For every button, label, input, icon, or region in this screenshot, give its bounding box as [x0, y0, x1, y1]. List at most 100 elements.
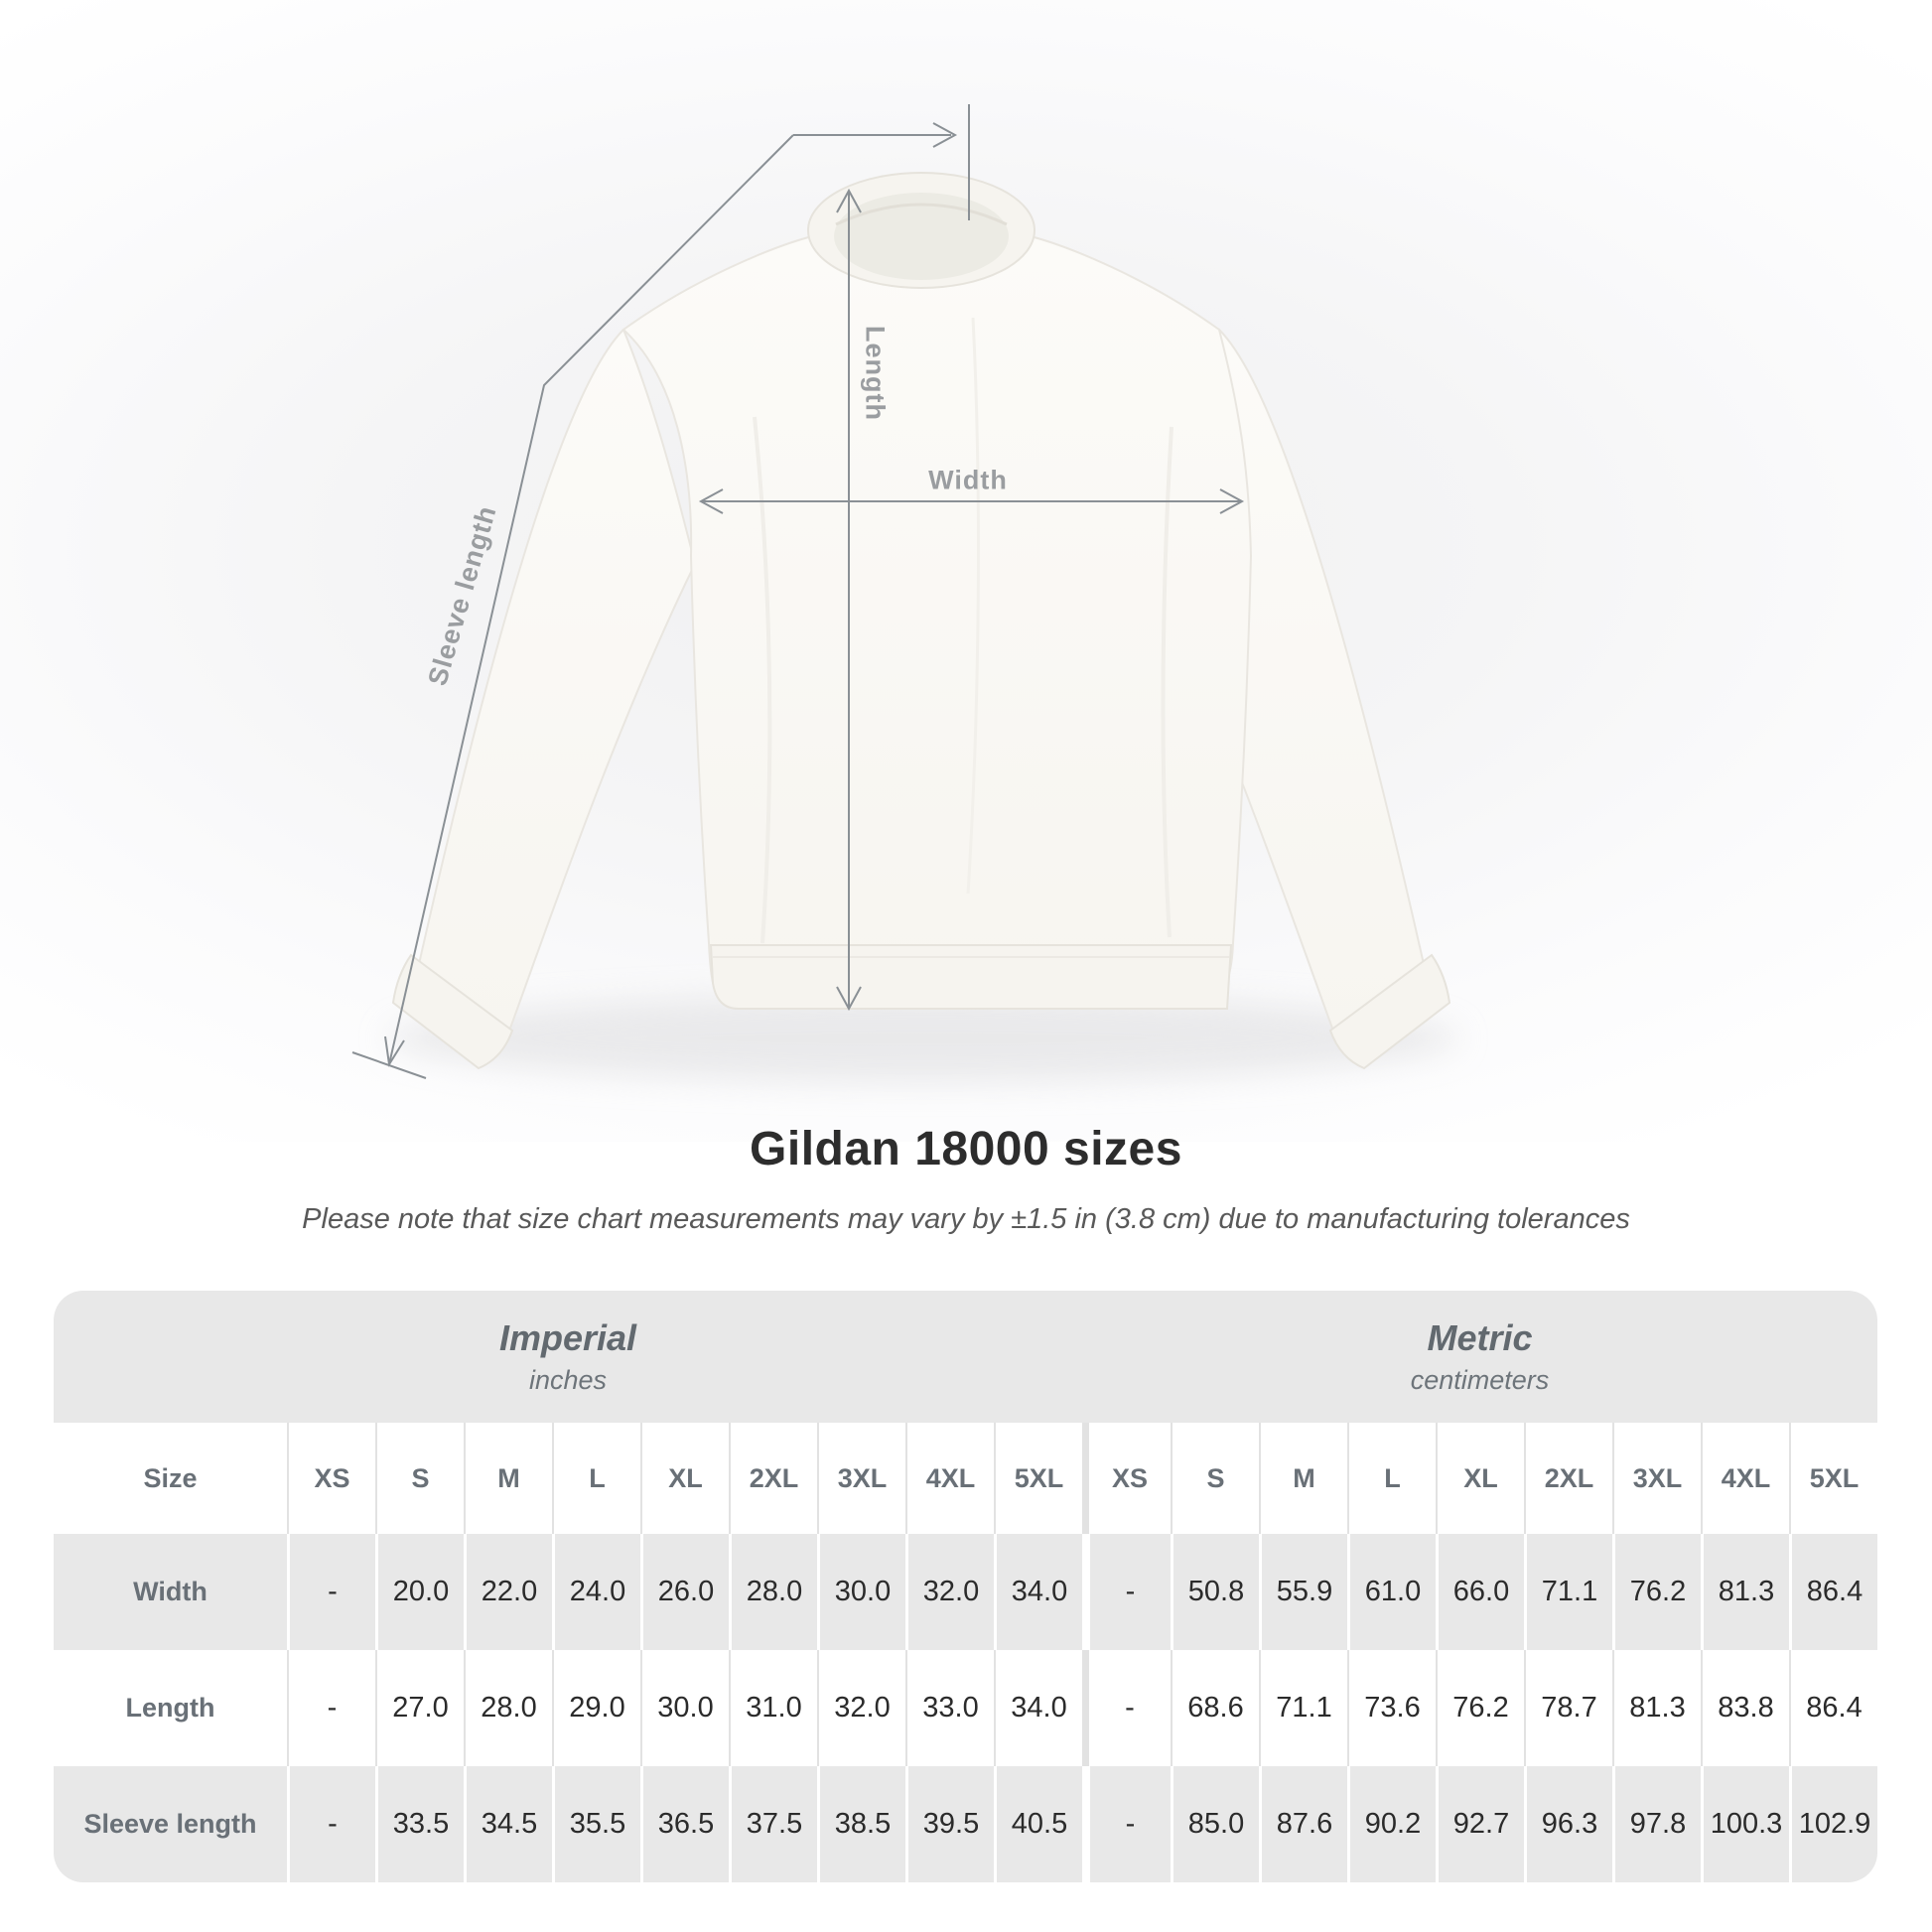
width-imperial-l: 24.0: [552, 1534, 640, 1650]
length-metric-3xl: 81.3: [1612, 1650, 1701, 1766]
width-imperial-xs: -: [287, 1534, 375, 1650]
length-imperial-s: 27.0: [375, 1650, 464, 1766]
sleeve-imperial-l: 35.5: [552, 1766, 640, 1882]
sleeve-imperial-xl: 36.5: [640, 1766, 729, 1882]
col-header-imperial-2xl: 2XL: [729, 1423, 817, 1534]
row-label-length: Length: [54, 1650, 287, 1766]
length-metric-xl: 76.2: [1436, 1650, 1524, 1766]
length-imperial-5xl: 34.0: [994, 1650, 1082, 1766]
length-imperial-xl: 30.0: [640, 1650, 729, 1766]
length-metric-2xl: 78.7: [1524, 1650, 1612, 1766]
sleeve-imperial-s: 33.5: [375, 1766, 464, 1882]
sleeve-imperial-2xl: 37.5: [729, 1766, 817, 1882]
metric-units-label: centimeters: [1410, 1365, 1550, 1395]
width-imperial-s: 20.0: [375, 1534, 464, 1650]
col-header-metric-m: M: [1259, 1423, 1347, 1534]
sleeve-imperial-4xl: 39.5: [905, 1766, 994, 1882]
row-label-sleeve-length: Sleeve length: [54, 1766, 287, 1882]
page-title: Gildan 18000 sizes: [750, 1123, 1182, 1175]
sleeve-metric-5xl: 102.9: [1789, 1766, 1877, 1882]
sweatshirt-illustration: [351, 104, 1459, 1082]
sleeve-line-diagonal: [388, 134, 794, 1065]
col-header-metric-3xl: 3XL: [1612, 1423, 1701, 1534]
width-metric-m: 55.9: [1259, 1534, 1347, 1650]
garment-shadow: [387, 995, 1459, 1082]
width-metric-3xl: 76.2: [1612, 1534, 1701, 1650]
left-sleeve: [415, 328, 697, 1046]
col-header-imperial-xl: XL: [640, 1423, 729, 1534]
col-header-metric-5xl: 5XL: [1789, 1423, 1877, 1534]
col-header-imperial-m: M: [464, 1423, 552, 1534]
sleeve-arrow-right: [932, 122, 958, 148]
sleeve-imperial-m: 34.5: [464, 1766, 552, 1882]
col-header-imperial-s: S: [375, 1423, 464, 1534]
hem-band: [709, 944, 1233, 1010]
width-measure-label: Width: [928, 465, 1008, 495]
imperial-units-label: inches: [528, 1365, 608, 1395]
length-imperial-xs: -: [287, 1650, 375, 1766]
crease-line: [753, 416, 772, 944]
width-imperial-2xl: 28.0: [729, 1534, 817, 1650]
sleeve-metric-m: 87.6: [1259, 1766, 1347, 1882]
sleeve-metric-2xl: 96.3: [1524, 1766, 1612, 1882]
width-imperial-5xl: 34.0: [994, 1534, 1082, 1650]
metric-group-header: Metric centimeters: [1082, 1291, 1877, 1423]
length-metric-m: 71.1: [1259, 1650, 1347, 1766]
right-cuff: [1328, 953, 1451, 1070]
imperial-group-header: Imperial inches: [54, 1291, 1082, 1423]
sleeve-metric-s: 85.0: [1171, 1766, 1259, 1882]
width-metric-4xl: 81.3: [1701, 1534, 1789, 1650]
size-column-header: Size: [54, 1423, 287, 1534]
sleeve-metric-3xl: 97.8: [1612, 1766, 1701, 1882]
length-arrow-down: [836, 986, 862, 1012]
col-header-imperial-3xl: 3XL: [817, 1423, 905, 1534]
collar-opening: [834, 193, 1009, 280]
length-arrow-up: [836, 188, 862, 213]
col-header-metric-2xl: 2XL: [1524, 1423, 1612, 1534]
width-imperial-3xl: 30.0: [817, 1534, 905, 1650]
col-header-imperial-xs: XS: [287, 1423, 375, 1534]
crease-line: [1161, 426, 1173, 938]
width-metric-s: 50.8: [1171, 1534, 1259, 1650]
sleeve-metric-xl: 92.7: [1436, 1766, 1524, 1882]
length-imperial-3xl: 32.0: [817, 1650, 905, 1766]
sleeve-imperial-5xl: 40.5: [994, 1766, 1082, 1882]
row-label-width: Width: [54, 1534, 287, 1650]
col-header-metric-xs: XS: [1082, 1423, 1171, 1534]
width-metric-2xl: 71.1: [1524, 1534, 1612, 1650]
length-metric-4xl: 83.8: [1701, 1650, 1789, 1766]
col-header-metric-4xl: 4XL: [1701, 1423, 1789, 1534]
width-metric-xs: -: [1082, 1534, 1171, 1650]
width-imperial-m: 22.0: [464, 1534, 552, 1650]
width-arrow-right: [1219, 488, 1245, 514]
col-header-imperial-l: L: [552, 1423, 640, 1534]
crease-line: [966, 317, 980, 895]
length-measure-label: Length: [860, 326, 891, 421]
col-header-metric-l: L: [1347, 1423, 1436, 1534]
length-imperial-4xl: 33.0: [905, 1650, 994, 1766]
metric-label: Metric: [1427, 1317, 1533, 1358]
width-arrow-left: [698, 488, 724, 514]
length-imperial-l: 29.0: [552, 1650, 640, 1766]
sleeve-metric-l: 90.2: [1347, 1766, 1436, 1882]
sleeve-metric-4xl: 100.3: [1701, 1766, 1789, 1882]
col-header-imperial-4xl: 4XL: [905, 1423, 994, 1534]
length-metric-l: 73.6: [1347, 1650, 1436, 1766]
width-metric-5xl: 86.4: [1789, 1534, 1877, 1650]
sleeve-metric-xs: -: [1082, 1766, 1171, 1882]
sweatshirt-photo: Length Width Sleeve length: [0, 0, 1932, 1142]
collar-back-seam: [835, 203, 1008, 226]
width-metric-xl: 66.0: [1436, 1534, 1524, 1650]
imperial-label: Imperial: [498, 1317, 637, 1358]
length-imperial-2xl: 31.0: [729, 1650, 817, 1766]
measurement-lines: [351, 104, 1245, 1079]
width-imperial-4xl: 32.0: [905, 1534, 994, 1650]
size-table: Imperial inches Metric centimeters Size …: [54, 1291, 1877, 1882]
left-cuff: [391, 953, 514, 1070]
col-header-metric-xl: XL: [1436, 1423, 1524, 1534]
width-imperial-xl: 26.0: [640, 1534, 729, 1650]
length-imperial-m: 28.0: [464, 1650, 552, 1766]
length-metric-5xl: 86.4: [1789, 1650, 1877, 1766]
sleeve-end-tick-bottom: [351, 1051, 427, 1079]
